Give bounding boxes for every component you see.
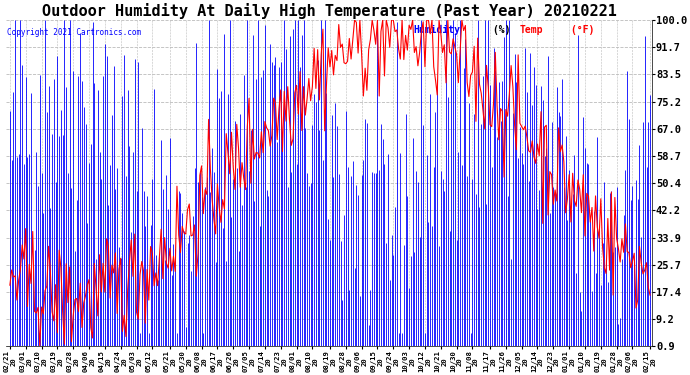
Text: Humidity: Humidity (413, 25, 460, 35)
Text: Temp: Temp (520, 25, 543, 35)
Text: Copyright 2021 Cartronics.com: Copyright 2021 Cartronics.com (7, 28, 141, 37)
Title: Outdoor Humidity At Daily High Temperature (Past Year) 20210221: Outdoor Humidity At Daily High Temperatu… (41, 3, 617, 19)
Text: (°F): (°F) (564, 25, 594, 35)
Text: (%): (%) (487, 25, 511, 35)
